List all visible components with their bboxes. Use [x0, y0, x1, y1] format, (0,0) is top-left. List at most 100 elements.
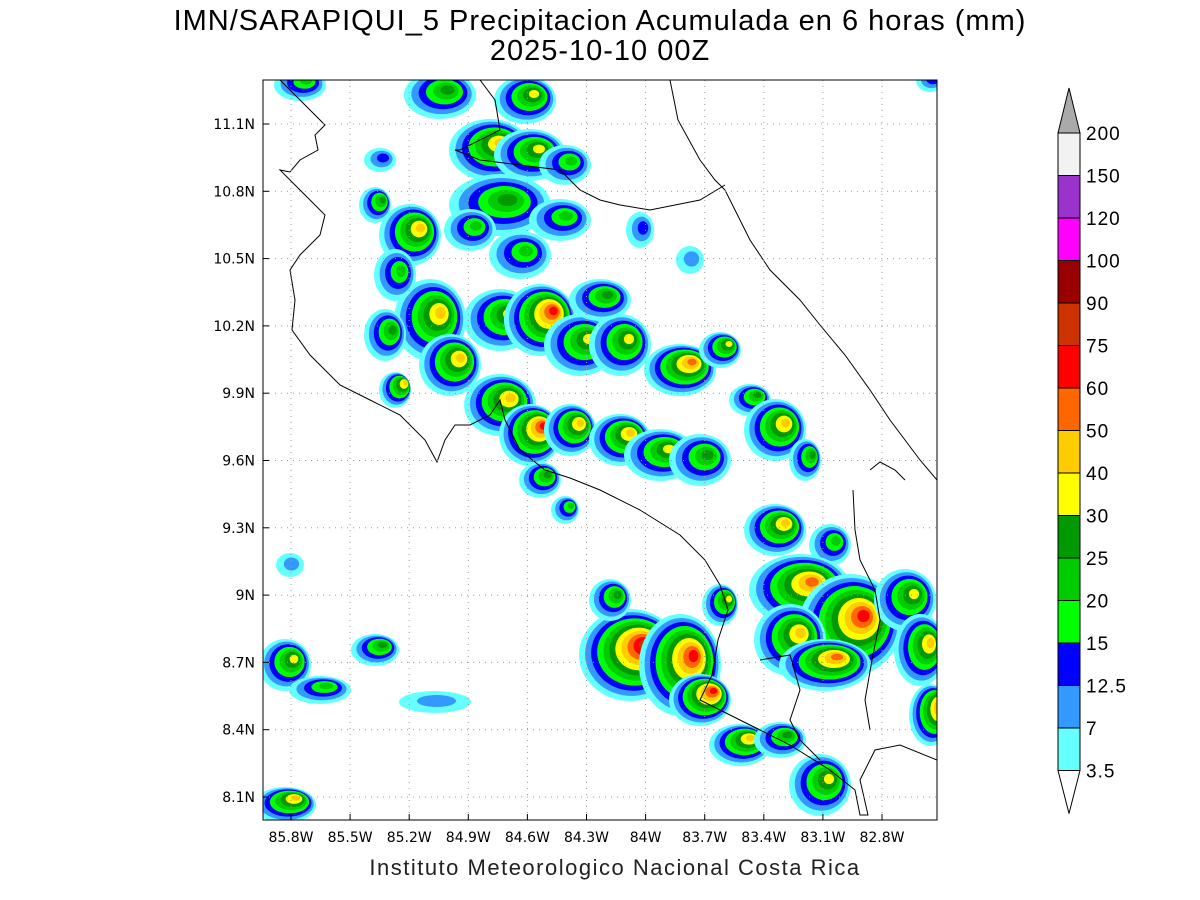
colorbar-swatch	[1057, 217, 1081, 261]
lon-tick-label: 82.8W	[859, 830, 904, 846]
precip-contour	[932, 80, 937, 81]
precip-contour	[435, 307, 446, 319]
precip-contour	[565, 156, 577, 166]
precip-contour	[440, 85, 455, 95]
precip-contour	[780, 418, 791, 428]
colorbar-label: 60	[1086, 379, 1109, 400]
precip-contour	[941, 702, 946, 709]
colorbar-swatch	[1057, 727, 1081, 771]
lat-tick-label: 10.5N	[213, 252, 255, 268]
precip-contour	[416, 695, 457, 707]
precip-contour	[683, 251, 700, 267]
colorbar-swatch	[1057, 132, 1081, 176]
coastline	[869, 461, 906, 481]
lon-tick-label: 83.4W	[741, 830, 786, 846]
colorbar-label: 20	[1086, 592, 1109, 613]
colorbar-swatch	[1057, 345, 1081, 389]
credit-text: Instituto Meteorologico Nacional Costa R…	[369, 855, 861, 880]
precip-contour	[926, 80, 937, 85]
colorbar-swatch	[1057, 642, 1081, 686]
lat-tick-label: 11.1N	[213, 117, 255, 133]
precip-contour	[549, 306, 558, 316]
coastline	[278, 80, 937, 816]
colorbar-label: 200	[1086, 124, 1121, 145]
colorbar-swatch	[1057, 302, 1081, 346]
colorbar-label: 50	[1086, 422, 1109, 443]
colorbar-label: 90	[1086, 294, 1109, 315]
precip-contour	[726, 595, 732, 603]
colorbar-swatch	[1057, 387, 1081, 431]
precip-contour	[601, 290, 614, 300]
colorbar-label: 3.5	[1086, 762, 1115, 783]
precip-contour	[625, 429, 636, 437]
colorbar-label: 150	[1086, 167, 1121, 188]
precip-contour	[377, 153, 389, 163]
precip-contour	[926, 637, 935, 649]
coastline	[669, 80, 937, 481]
lat-tick-label: 10.8N	[213, 184, 255, 200]
precip-contour	[379, 196, 386, 204]
precip-contour	[831, 653, 843, 661]
colorbar-swatch	[1057, 557, 1081, 601]
lon-tick-label: 84.9W	[446, 830, 491, 846]
precip-contour	[415, 223, 426, 233]
coastline	[455, 80, 501, 151]
colorbar-swatch	[1057, 430, 1081, 474]
precip-contour	[403, 380, 408, 386]
lat-tick-label: 9.3N	[222, 521, 255, 537]
colorbar-label: 30	[1086, 507, 1109, 528]
colorbar-label: 100	[1086, 252, 1121, 273]
precip-contour	[388, 324, 397, 336]
lat-tick-label: 10.2N	[213, 319, 255, 335]
coastline	[759, 654, 821, 761]
precip-contour	[533, 144, 545, 154]
precip-contour	[318, 682, 334, 690]
lat-tick-label: 9N	[236, 588, 255, 604]
precip-contour	[933, 699, 937, 717]
precip-contour	[290, 795, 301, 801]
precip-contour	[701, 449, 714, 461]
precip-contour	[782, 731, 793, 739]
map-date: 2025-10-10 00Z	[489, 35, 711, 67]
colorbar-swatch	[1057, 175, 1081, 219]
colorbar-label: 75	[1086, 337, 1109, 358]
precip-contour	[377, 641, 388, 649]
precip-contour	[283, 557, 300, 571]
precip-contour	[687, 358, 697, 366]
precip-contour	[753, 391, 762, 399]
precip-contour	[805, 577, 819, 587]
precip-contour	[795, 627, 806, 639]
colorbar-swatch	[1057, 472, 1081, 516]
colorbar-label: 25	[1086, 549, 1109, 570]
precip-contour	[300, 80, 312, 85]
precip-contour	[455, 353, 466, 363]
precip-contour	[497, 194, 518, 206]
precip-contour	[558, 211, 574, 221]
map-title: IMN/SARAPIQUI_5 Precipitacion Acumulada …	[173, 5, 1027, 37]
lon-tick-label: 84W	[630, 830, 662, 846]
lon-tick-label: 84.6W	[505, 830, 550, 846]
colorbar-label: 12.5	[1086, 677, 1127, 698]
plot-frame	[262, 79, 938, 821]
lon-tick-label: 83.1W	[800, 830, 845, 846]
precip-contour	[623, 333, 635, 345]
precip-contour	[289, 654, 299, 664]
colorbar-swatch	[1057, 685, 1081, 729]
coastline	[852, 489, 881, 731]
precip-contour	[809, 450, 816, 460]
precip-contour	[780, 519, 791, 527]
precip-contour	[688, 649, 699, 663]
colorbar-swatch	[1057, 515, 1081, 559]
colorbar-label: 120	[1086, 209, 1121, 230]
precip-contour	[908, 588, 920, 600]
coastline	[454, 149, 726, 211]
precip-contour	[709, 687, 718, 695]
precip-contour	[528, 90, 540, 98]
colorbar-over-arrow	[1057, 87, 1081, 134]
precip-contour	[637, 221, 649, 235]
precip-contour	[518, 245, 534, 257]
precip-contour	[543, 471, 552, 479]
precip-contour	[576, 419, 585, 427]
lat-tick-label: 8.1N	[222, 790, 255, 806]
colorbar-label: 7	[1086, 719, 1098, 740]
